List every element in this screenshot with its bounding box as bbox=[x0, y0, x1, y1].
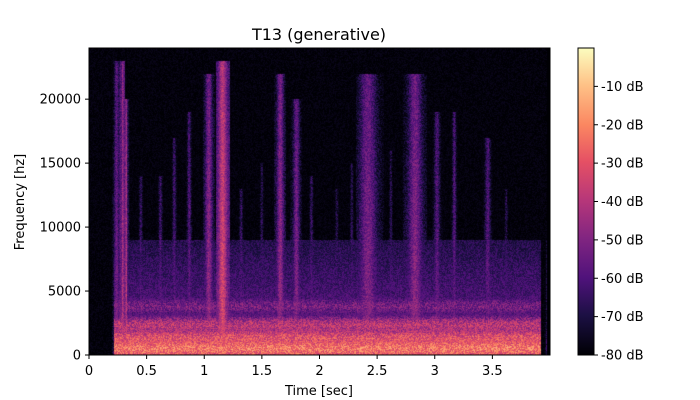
colorbar-gradient bbox=[577, 47, 595, 356]
x-tick-label: 1 bbox=[200, 364, 208, 379]
x-tick-label: 1.5 bbox=[252, 364, 273, 379]
colorbar-tick-label: -20 dB bbox=[601, 118, 644, 133]
y-tick-label: 5000 bbox=[48, 285, 81, 300]
colorbar-ticks: -80 dB -70 dB -60 dB -50 dB -40 dB -30 dB -20 … bbox=[594, 80, 644, 364]
colorbar-tick-label: -10 dB bbox=[601, 80, 644, 95]
colorbar: -80 dB -70 dB -60 dB -50 dB -40 dB -30 dB -20 … bbox=[577, 47, 644, 364]
y-tick-label: 10000 bbox=[40, 221, 81, 236]
y-tick-label: 0 bbox=[73, 349, 81, 364]
x-tick-label: 2 bbox=[315, 364, 323, 379]
colorbar-tick-label: -70 dB bbox=[601, 310, 644, 325]
x-tick-label: 0.5 bbox=[136, 364, 157, 379]
colorbar-tick-label: -30 dB bbox=[601, 157, 644, 172]
x-tick-label: 0 bbox=[85, 364, 93, 379]
x-axis: 0 0.5 1 1.5 2 2.5 3 3.5 bbox=[85, 355, 503, 379]
chart-title: T13 (generative) bbox=[251, 25, 386, 44]
colorbar-tick-label: -40 dB bbox=[601, 195, 644, 210]
x-tick-label: 2.5 bbox=[367, 364, 388, 379]
colorbar-tick-label: -80 dB bbox=[601, 349, 644, 364]
x-tick-label: 3.5 bbox=[482, 364, 503, 379]
y-tick-label: 20000 bbox=[40, 93, 81, 108]
colorbar-tick-label: -60 dB bbox=[601, 272, 644, 287]
y-axis-label: Frequency [hz] bbox=[13, 154, 28, 251]
y-tick-label: 15000 bbox=[40, 157, 81, 172]
x-axis-label: Time [sec] bbox=[284, 384, 353, 399]
x-tick-label: 3 bbox=[431, 364, 439, 379]
colorbar-tick-label: -50 dB bbox=[601, 233, 644, 248]
y-axis: 0 5000 10000 15000 20000 bbox=[40, 93, 89, 364]
plot-area bbox=[88, 47, 551, 356]
spectrogram-image bbox=[89, 48, 550, 355]
